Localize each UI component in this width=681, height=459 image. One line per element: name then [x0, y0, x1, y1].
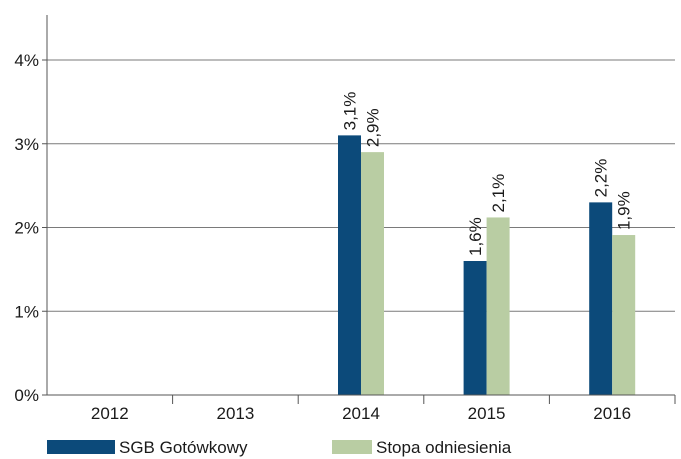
- y-tick-label: 1%: [14, 302, 39, 321]
- data-label: 1,6%: [466, 217, 485, 256]
- y-tick-labels: 0% 1% 2% 3% 4%: [14, 51, 39, 405]
- legend-label: SGB Gotówkowy: [119, 438, 248, 457]
- data-label: 2,9%: [364, 108, 383, 147]
- data-label: 2,2%: [592, 159, 611, 198]
- y-tick-label: 3%: [14, 135, 39, 154]
- y-tick-label: 0%: [14, 386, 39, 405]
- data-labels: 3,1% 1,6% 2,2% 2,9% 2,1% 1,9%: [341, 92, 634, 256]
- x-tick-labels: 2012 2013 2014 2015 2016: [91, 404, 631, 423]
- x-tick-label: 2012: [91, 404, 129, 423]
- data-label: 1,9%: [615, 191, 634, 230]
- legend-label: Stopa odniesienia: [376, 438, 512, 457]
- bars: [338, 135, 636, 395]
- bar-sgb-got-wkowy-2016: [589, 202, 613, 395]
- data-label: 2,1%: [489, 174, 508, 213]
- bar-sgb-got-wkowy-2015: [463, 261, 487, 395]
- bar-sgb-got-wkowy-2014: [338, 135, 361, 395]
- y-tick-label: 4%: [14, 51, 39, 70]
- legend-swatch: [332, 440, 372, 454]
- x-tick-label: 2015: [468, 404, 506, 423]
- legend: SGB Gotówkowy Stopa odniesienia: [47, 438, 512, 457]
- axes: [42, 15, 676, 404]
- y-tick-label: 2%: [14, 219, 39, 238]
- bar-stopa-odniesienia-2016: [612, 235, 636, 395]
- bar-stopa-odniesienia-2015: [486, 217, 510, 395]
- bar-stopa-odniesienia-2014: [361, 152, 384, 395]
- x-tick-label: 2013: [216, 404, 254, 423]
- x-tick-label: 2014: [342, 404, 380, 423]
- data-label: 3,1%: [341, 92, 360, 131]
- legend-swatch: [47, 440, 115, 454]
- x-tick-label: 2016: [593, 404, 631, 423]
